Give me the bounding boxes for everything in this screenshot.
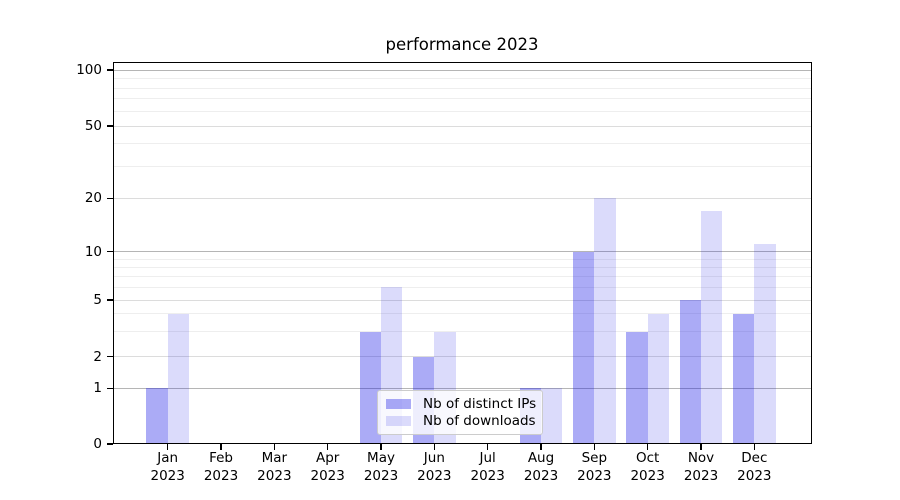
y-minor-gridline xyxy=(114,87,811,89)
y-tick-mark xyxy=(107,69,113,71)
y-minor-gridline xyxy=(114,286,811,288)
y-minor-gridline xyxy=(114,313,811,315)
y-tick-mark xyxy=(107,125,113,127)
legend: Nb of distinct IPs Nb of downloads xyxy=(377,390,543,435)
y-tick-mark xyxy=(107,443,113,445)
x-tick-label: Mar 2023 xyxy=(257,450,292,484)
x-tick-mark xyxy=(647,444,649,450)
x-tick-mark xyxy=(433,444,435,450)
x-tick-mark xyxy=(380,444,382,450)
bar-downloads xyxy=(167,313,190,444)
y-major-gridline xyxy=(114,356,811,358)
bar-downloads xyxy=(701,210,723,444)
bar-downloads xyxy=(647,313,669,444)
legend-swatch-distinct-ips xyxy=(386,398,411,409)
y-minor-gridline xyxy=(114,258,811,260)
bar-distinct-ips xyxy=(679,300,701,444)
x-tick-label: Aug 2023 xyxy=(523,450,559,484)
x-tick-label: Sep 2023 xyxy=(577,450,612,484)
y-tick-label: 20 xyxy=(84,190,102,207)
y-tick-label: 2 xyxy=(93,348,102,365)
y-minor-gridline xyxy=(114,98,811,100)
y-tick-label: 5 xyxy=(93,292,102,308)
y-tick-mark xyxy=(107,251,113,253)
y-tick-mark xyxy=(107,197,113,199)
x-tick-mark xyxy=(753,444,755,450)
x-tick-label: Jan 2023 xyxy=(150,450,185,484)
x-tick-label: May 2023 xyxy=(363,450,399,484)
y-major-gridline xyxy=(114,299,811,301)
legend-label-distinct-ips: Nb of distinct IPs xyxy=(423,395,537,412)
y-tick-label: 10 xyxy=(84,243,102,260)
y-tick-label: 100 xyxy=(76,62,102,78)
x-tick-label: Oct 2023 xyxy=(630,450,665,484)
y-minor-gridline xyxy=(114,165,811,167)
legend-entry-downloads: Nb of downloads xyxy=(386,413,536,431)
x-tick-label: Jul 2023 xyxy=(470,450,505,484)
x-tick-label: Feb 2023 xyxy=(203,450,239,484)
x-tick-mark xyxy=(540,444,542,450)
y-tick-mark xyxy=(107,356,113,358)
bar-distinct-ips xyxy=(626,331,648,444)
chart-title: performance 2023 xyxy=(385,35,539,54)
bar-distinct-ips xyxy=(359,331,382,444)
legend-label-downloads: Nb of downloads xyxy=(423,413,536,430)
y-tick-mark xyxy=(107,387,113,389)
x-tick-label: Nov 2023 xyxy=(683,450,719,484)
bar-downloads xyxy=(541,388,563,444)
y-minor-gridline xyxy=(114,331,811,333)
y-tick-label: 50 xyxy=(84,118,102,134)
y-tick-label: 0 xyxy=(93,436,102,452)
bar-distinct-ips xyxy=(733,313,755,444)
x-tick-mark xyxy=(167,444,169,450)
bar-downloads xyxy=(594,198,616,444)
bar-distinct-ips xyxy=(146,388,168,444)
y-minor-gridline xyxy=(114,266,811,268)
x-tick-mark xyxy=(700,444,702,450)
y-major-gridline xyxy=(114,69,811,71)
y-tick-mark xyxy=(107,299,113,301)
y-tick-label: 1 xyxy=(93,380,102,397)
x-tick-mark xyxy=(220,444,222,450)
x-tick-label: Jun 2023 xyxy=(417,450,452,484)
x-tick-mark xyxy=(273,444,275,450)
y-minor-gridline xyxy=(114,276,811,278)
x-tick-mark xyxy=(487,444,489,450)
x-tick-mark xyxy=(327,444,329,450)
y-minor-gridline xyxy=(114,110,811,112)
y-major-gridline xyxy=(114,251,811,253)
legend-entry-distinct-ips: Nb of distinct IPs xyxy=(386,395,537,413)
x-tick-mark xyxy=(593,444,595,450)
bar-downloads xyxy=(754,244,776,444)
y-major-gridline xyxy=(114,125,811,127)
y-major-gridline xyxy=(114,387,811,389)
bar-distinct-ips xyxy=(573,251,595,444)
y-major-gridline xyxy=(114,197,811,199)
y-minor-gridline xyxy=(114,143,811,145)
y-minor-gridline xyxy=(114,78,811,79)
x-tick-label: Apr 2023 xyxy=(310,450,345,484)
legend-swatch-downloads xyxy=(386,416,411,427)
x-tick-label: Dec 2023 xyxy=(737,450,772,484)
